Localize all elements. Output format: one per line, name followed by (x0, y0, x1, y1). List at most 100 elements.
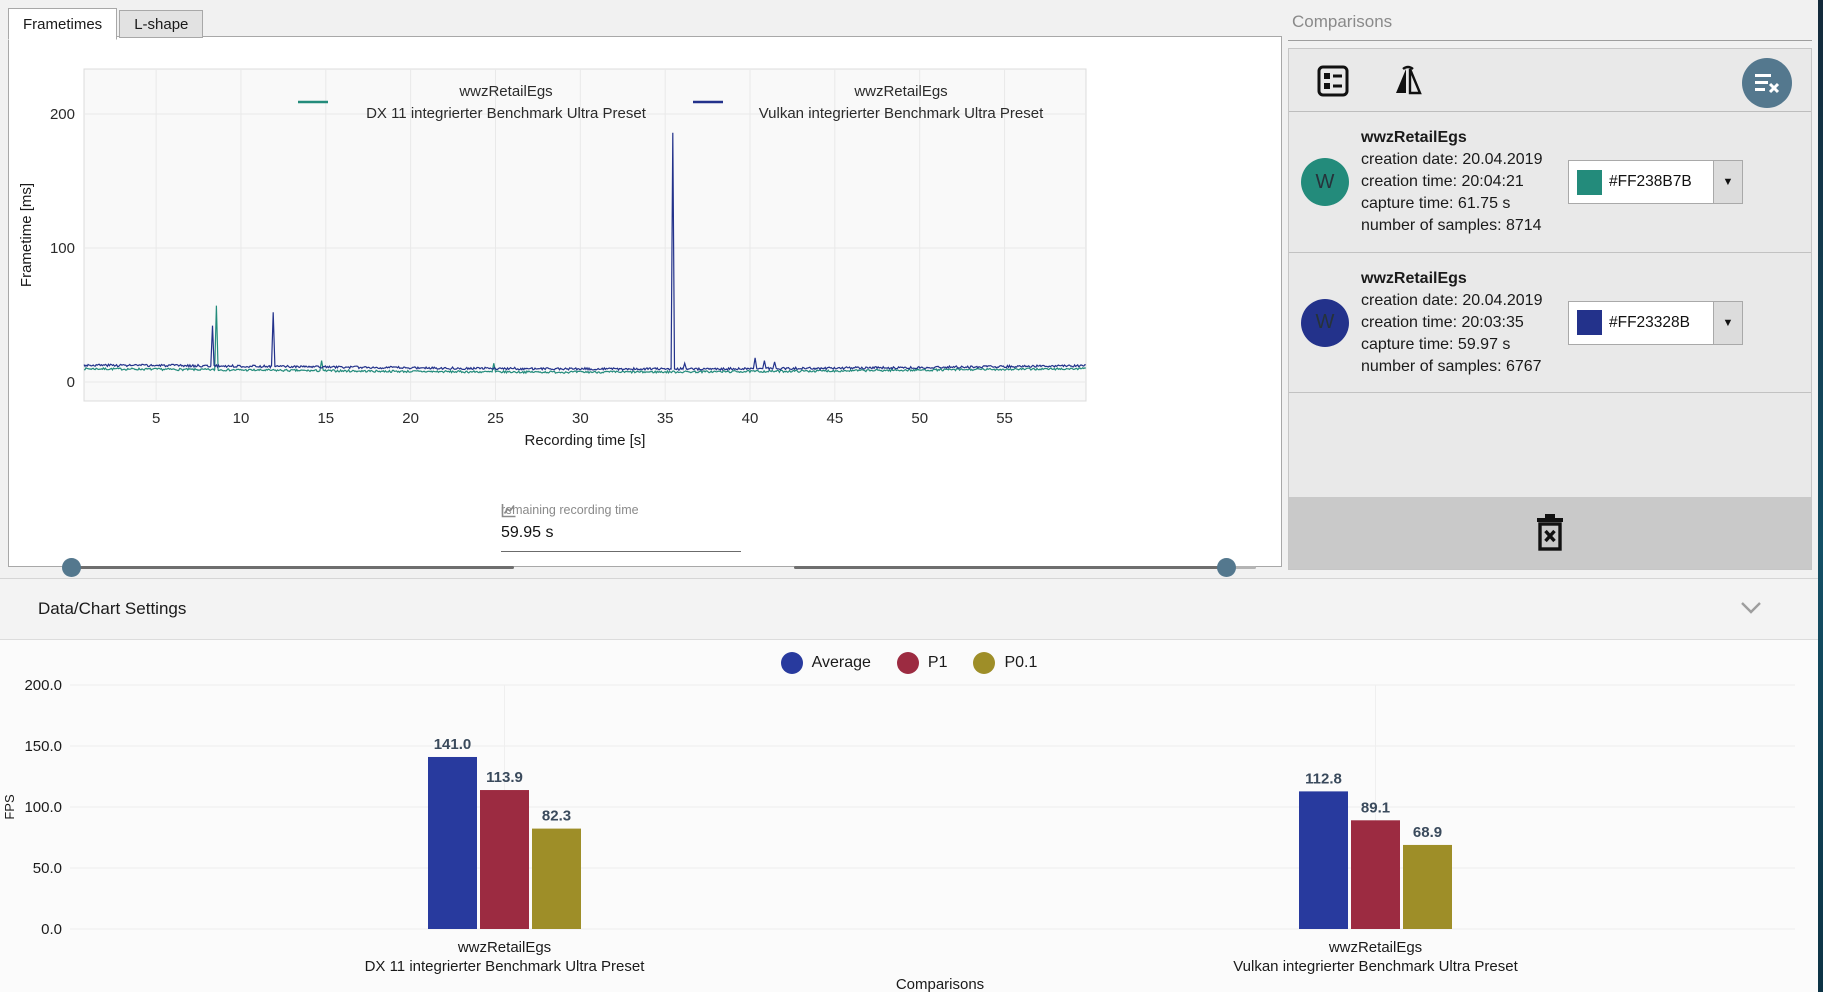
svg-text:Frametime [ms]: Frametime [ms] (18, 183, 35, 287)
color-select-field[interactable]: #FF238B7B (1568, 160, 1714, 204)
frametime-chart: 5 10 15 20 25 30 35 40 45 50 55 0 100 200 Recording ti… (18, 68, 1087, 449)
svg-text:10: 10 (233, 410, 250, 427)
legend-item: P0.1 (973, 652, 1037, 674)
capture-time: capture time: 61.75 s (1361, 195, 1511, 212)
legend-color-dot (780, 652, 803, 674)
entries-divider (1289, 392, 1811, 393)
svg-text:40: 40 (742, 410, 759, 427)
sample-count: number of samples: 6767 (1361, 357, 1542, 375)
legend-label: P0.1 (1004, 654, 1038, 671)
sample-count: number of samples: 8714 (1361, 217, 1542, 234)
chevron-down-icon: ▼ (1722, 316, 1734, 329)
capture-time: capture time: 59.97 s (1361, 335, 1511, 353)
trash-x-icon (1537, 513, 1563, 551)
svg-text:35: 35 (657, 410, 674, 427)
svg-text:55: 55 (996, 410, 1013, 427)
svg-text:Vulkan integrierter Benchmark: Vulkan integrierter Benchmark Ultra Pres… (1233, 958, 1518, 975)
window-edge-strip (1818, 0, 1823, 992)
avatar: W (1301, 158, 1349, 206)
svg-text:Recording time [s]: Recording time [s] (525, 432, 646, 449)
record-end-slider-track[interactable] (794, 566, 1227, 569)
comparison-entry: W wwzRetailEgs creation date: 20.04.2019… (1289, 252, 1811, 392)
legend-label: Average (811, 654, 871, 671)
remaining-time-input[interactable]: 59.95 s (501, 524, 741, 552)
svg-text:Comparisons: Comparisons (896, 976, 984, 992)
svg-text:wwzRetailEgs: wwzRetailEgs (458, 83, 552, 100)
svg-text:wwzRetailEgs: wwzRetailEgs (457, 939, 551, 956)
svg-text:DX 11 integrierter Benchmark U: DX 11 integrierter Benchmark Ultra Prese… (365, 958, 646, 975)
legend-color-dot (896, 652, 919, 674)
color-hex-value: #FF23328B (1609, 313, 1690, 331)
legend-item: Average (780, 652, 871, 674)
avatar: W (1301, 298, 1349, 347)
record-start-slider-track[interactable] (72, 566, 514, 569)
tab-l-shape[interactable]: L-shape (119, 10, 204, 38)
color-hex-value: #FF238B7B (1609, 173, 1692, 190)
delete-comparisons-button[interactable] (1533, 513, 1567, 554)
comparison-entry-details: wwzRetailEgs creation date: 20.04.2019 c… (1361, 127, 1542, 237)
svg-text:150.0: 150.0 (24, 738, 62, 755)
chart-tabstrip: Frametimes L-shape (8, 8, 204, 40)
record-end-slider-thumb[interactable] (1217, 558, 1236, 577)
clear-comparisons-button[interactable] (1742, 58, 1792, 108)
chevron-down-icon (1741, 601, 1761, 614)
svg-text:45: 45 (827, 410, 844, 427)
svg-text:Vulkan integrierter Benchmark: Vulkan integrierter Benchmark Ultra Pres… (759, 105, 1044, 122)
svg-text:25: 25 (487, 410, 504, 427)
settings-bar-title: Data/Chart Settings (38, 599, 187, 618)
list-details-icon (1317, 65, 1349, 97)
chevron-down-icon: ▼ (1722, 176, 1734, 188)
record-list-button[interactable] (1314, 61, 1354, 101)
svg-text:200.0: 200.0 (24, 677, 62, 694)
svg-text:68.9: 68.9 (1413, 824, 1442, 841)
svg-text:89.1: 89.1 (1361, 799, 1390, 816)
color-swatch (1577, 169, 1602, 195)
comparisons-panel-title: Comparisons (1288, 8, 1812, 41)
creation-date: creation date: 20.04.2019 (1361, 151, 1543, 168)
color-swatch (1577, 310, 1602, 335)
tab-frametimes[interactable]: Frametimes (8, 8, 118, 40)
remaining-time-label-row: remaining recording time (501, 503, 741, 518)
svg-text:0: 0 (67, 374, 75, 391)
svg-text:20: 20 (402, 410, 419, 427)
color-select-field[interactable]: #FF23328B (1568, 300, 1714, 345)
creation-time: creation time: 20:04:21 (1361, 173, 1524, 190)
context-flip-button[interactable] (1389, 61, 1429, 101)
expand-settings-button[interactable] (1736, 597, 1766, 622)
svg-text:112.8: 112.8 (1305, 770, 1342, 787)
fps-chart-legend: Average P1 P0.1 (0, 652, 1818, 674)
legend-color-dot (973, 652, 996, 674)
record-name: wwzRetailEgs (1361, 269, 1467, 287)
record-start-slider-thumb[interactable] (62, 558, 81, 577)
fps-comparison-section: Average P1 P0.1 0.0 50.0 100.0 150.0 200.0 FPS 1… (0, 640, 1818, 992)
record-end-slider-track-rest[interactable] (1227, 566, 1256, 569)
svg-text:82.3: 82.3 (542, 808, 571, 825)
comparisons-panel: W wwzRetailEgs creation date: 20.04.2019… (1288, 48, 1812, 570)
svg-text:30: 30 (572, 410, 589, 427)
svg-text:0.0: 0.0 (41, 921, 62, 938)
comparison-entry: W wwzRetailEgs creation date: 20.04.2019… (1289, 112, 1811, 252)
data-chart-settings-bar[interactable]: Data/Chart Settings (0, 578, 1818, 640)
svg-text:wwzRetailEgs: wwzRetailEgs (1328, 939, 1422, 956)
record-end-slider[interactable] (786, 557, 1256, 577)
record-start-slider[interactable] (62, 557, 524, 577)
svg-text:113.9: 113.9 (486, 769, 523, 786)
color-dropdown-button[interactable]: ▼ (1714, 300, 1743, 345)
color-select: #FF238B7B ▼ (1568, 160, 1743, 204)
remaining-time-label: remaining recording time (501, 503, 639, 517)
svg-text:141.0: 141.0 (434, 736, 472, 753)
clear-list-icon (1755, 74, 1780, 94)
creation-time: creation time: 20:03:35 (1361, 313, 1524, 331)
color-dropdown-button[interactable]: ▼ (1714, 160, 1743, 204)
svg-text:100.0: 100.0 (24, 799, 62, 816)
color-select: #FF23328B ▼ (1568, 300, 1743, 345)
fps-bar-chart: 0.0 50.0 100.0 150.0 200.0 FPS 141.0 113.9 82.3 w… (2, 677, 1795, 992)
svg-text:15: 15 (317, 410, 334, 427)
svg-text:50: 50 (911, 410, 928, 427)
svg-text:200: 200 (50, 106, 75, 123)
svg-text:50.0: 50.0 (33, 860, 62, 877)
svg-text:100: 100 (50, 240, 75, 257)
svg-text:wwzRetailEgs: wwzRetailEgs (853, 83, 947, 100)
flip-compare-icon (1396, 65, 1422, 95)
